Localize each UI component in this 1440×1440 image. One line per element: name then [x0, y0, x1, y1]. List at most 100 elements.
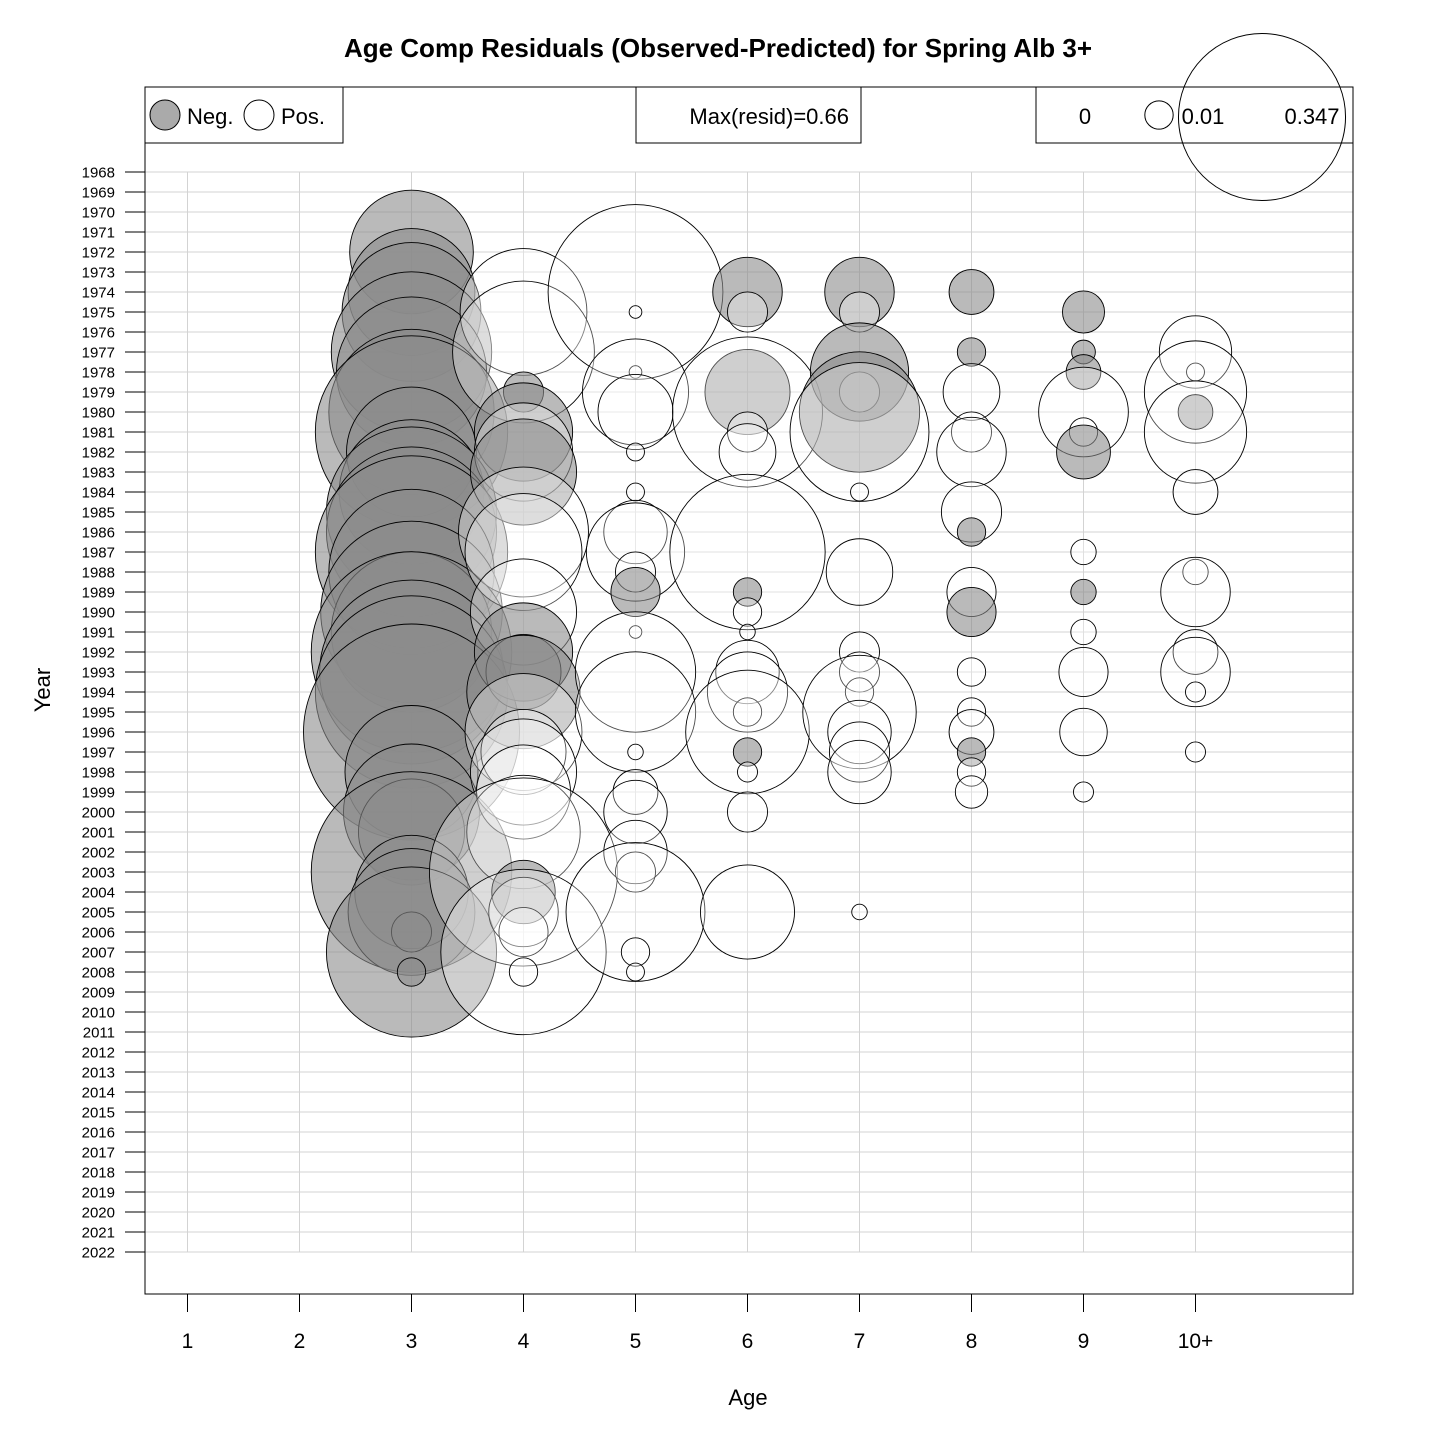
bubble-positive: [825, 538, 894, 606]
bubble-positive: [628, 625, 643, 639]
bubble-positive: [626, 482, 645, 502]
x-tick-label: 9: [1078, 1330, 1090, 1353]
y-tick-label: 1968: [82, 165, 115, 182]
bubble-positive: [1185, 681, 1206, 703]
axes: 1 2 3 4 5 6 7 8 9 10+ 1968 1969 1970 1971 1972 1973 1974…: [82, 165, 1214, 1354]
x-tick-label: 8: [966, 1330, 978, 1353]
y-tick-label: 2013: [82, 1065, 115, 1082]
bubble-positive: [1160, 556, 1231, 628]
bubble-positive: [628, 305, 643, 319]
legend-max-box: [635, 86, 862, 144]
bubble-positive: [844, 677, 875, 707]
y-tick-label: 2006: [82, 925, 115, 942]
bubble-negative: [396, 957, 427, 987]
bubble-positive: [488, 876, 559, 948]
bubble-positive: [737, 761, 758, 783]
bubble-positive: [627, 743, 644, 761]
legend-size-bubble-large: [1177, 32, 1347, 202]
bubble-positive: [458, 466, 589, 598]
y-tick-label: 1996: [82, 725, 115, 742]
y-tick-label: 1986: [82, 525, 115, 542]
y-tick-label: 1979: [82, 385, 115, 402]
bubble-positive: [614, 851, 657, 893]
bubble-negative: [469, 418, 578, 526]
bubble-positive: [603, 499, 668, 565]
bubble-positive: [828, 721, 891, 783]
bubble-positive: [603, 779, 668, 845]
bubble-positive: [574, 611, 697, 733]
legend-size-label: 0.01: [1182, 104, 1225, 129]
bubble-positive: [1158, 315, 1233, 389]
bubble-positive: [1143, 380, 1248, 484]
bubble-positive: [476, 744, 571, 840]
bubble-negative: [732, 577, 763, 607]
legend-size-bubble-small: [1144, 100, 1174, 130]
y-tick-label: 1974: [82, 285, 115, 302]
bubble-positive: [700, 864, 795, 960]
y-tick-label: 1977: [82, 345, 115, 362]
bubble-positive: [954, 775, 989, 809]
legend-negative-label: Neg.: [187, 104, 233, 129]
y-tick-label: 1973: [82, 265, 115, 282]
y-axis-label: Year: [30, 668, 55, 712]
bubble-positive: [1185, 741, 1206, 763]
y-tick-label: 1991: [82, 625, 115, 642]
bubble-positive: [732, 697, 763, 727]
y-tick-label: 1976: [82, 325, 115, 342]
bubble-positive: [718, 423, 777, 481]
x-tick-label: 7: [854, 1330, 866, 1353]
bubble-positive: [612, 769, 659, 815]
y-tick-label: 2005: [82, 905, 115, 922]
bubble-negative: [610, 566, 661, 618]
bubble-positive: [620, 937, 651, 967]
bubble-positive: [1172, 629, 1219, 675]
bubble-positive: [950, 411, 993, 453]
bubble-positive: [464, 673, 583, 791]
bubble-positive: [1073, 781, 1094, 803]
y-tick-label: 2018: [82, 1165, 115, 1182]
y-tick-label: 2009: [82, 985, 115, 1002]
bubble-negative: [1062, 290, 1105, 334]
y-tick-label: 2022: [82, 1245, 115, 1262]
x-tick-label: 2: [294, 1330, 306, 1353]
bubble-negative: [1065, 354, 1102, 390]
bubble-positive: [581, 338, 690, 446]
bubble-negative: [491, 859, 556, 925]
bubble-positive: [726, 791, 769, 833]
x-axis-label: Age: [728, 1385, 767, 1410]
y-tick-label: 1989: [82, 585, 115, 602]
y-tick-label: 1971: [82, 225, 115, 242]
bubble-positive: [956, 757, 987, 787]
y-tick-label: 1999: [82, 785, 115, 802]
bubble-positive: [1059, 707, 1108, 757]
bubble-positive: [626, 962, 645, 982]
bubble-positive: [1172, 469, 1219, 515]
bubble-positive: [1160, 636, 1231, 708]
bubble-negative: [798, 351, 921, 473]
y-tick-label: 1975: [82, 305, 115, 322]
bubble-positive: [498, 906, 549, 958]
bubble-positive: [715, 639, 780, 705]
y-tick-label: 1998: [82, 765, 115, 782]
bubble-positive: [827, 739, 892, 805]
x-tick-label: 4: [518, 1330, 530, 1353]
x-tick-label: 6: [742, 1330, 754, 1353]
bubble-negative: [946, 586, 997, 638]
y-tick-label: 2020: [82, 1205, 115, 1222]
y-tick-label: 2000: [82, 805, 115, 822]
bubble-negative: [956, 737, 987, 767]
y-tick-label: 2002: [82, 845, 115, 862]
bubble-positive: [1070, 538, 1097, 566]
bubble-positive: [956, 657, 987, 687]
legend-max-label: Max(resid)=0.66: [689, 104, 849, 129]
bubble-positive: [726, 291, 769, 333]
y-tick-label: 1981: [82, 425, 115, 442]
bubble-positive: [827, 699, 892, 765]
bubble-negative: [1070, 578, 1097, 606]
bubble-negative: [732, 737, 763, 767]
bubble-positive: [851, 903, 868, 921]
bubble-positive: [1070, 618, 1097, 646]
x-tick-label: 10+: [1178, 1330, 1214, 1353]
y-tick-label: 2021: [82, 1225, 115, 1242]
legend: Neg. Pos. Max(resid)=0.66 0 0.01 0.347: [144, 32, 1354, 202]
